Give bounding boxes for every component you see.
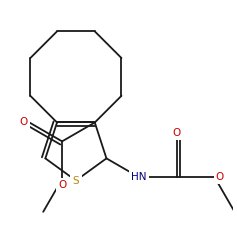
Text: O: O bbox=[20, 118, 28, 127]
Text: O: O bbox=[58, 180, 66, 190]
Text: O: O bbox=[216, 172, 224, 182]
Text: HN: HN bbox=[131, 172, 147, 182]
Text: S: S bbox=[73, 176, 79, 186]
Text: O: O bbox=[173, 128, 181, 138]
